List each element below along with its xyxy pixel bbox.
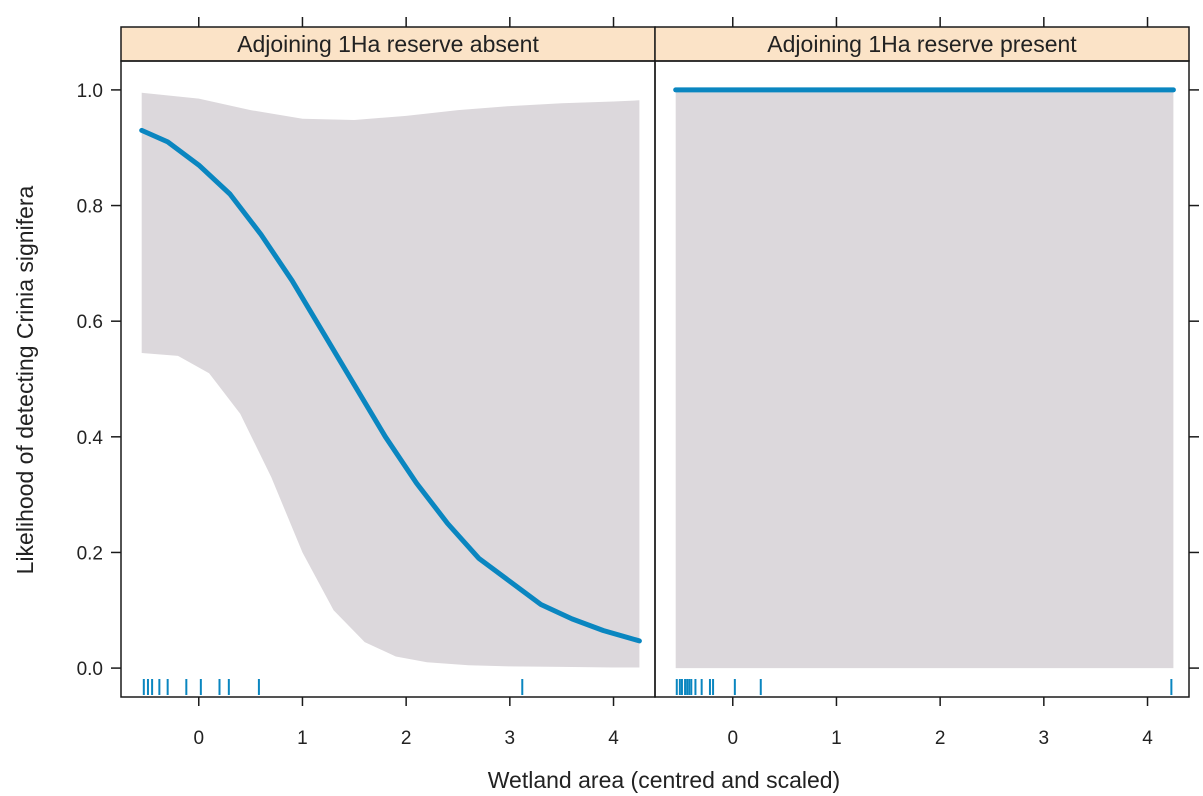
x-tick-label: 4	[1142, 728, 1153, 749]
panel-strip	[120, 26, 656, 62]
panel-title: Adjoining 1Ha reserve absent	[237, 31, 539, 57]
y-tick-label: 0.4	[77, 428, 104, 449]
panel-2: Adjoining 1Ha reserve present 0 1 2 3 4	[654, 17, 1190, 749]
x-tick-label: 4	[608, 728, 619, 749]
panel-frame	[654, 60, 1190, 698]
confidence-band	[675, 89, 1174, 669]
confidence-band	[141, 92, 640, 668]
panel-1: Adjoining 1Ha reserve absent 0 1 2 3 4	[120, 17, 656, 749]
x-tick-label: 1	[297, 728, 308, 749]
x-tick-label: 0	[193, 728, 204, 749]
panel-title: Adjoining 1Ha reserve present	[767, 31, 1077, 57]
y-tick-label: 0.8	[77, 197, 103, 218]
axes-group: 0.0 0.2 0.4 0.6 0.8 1.0	[77, 81, 1199, 680]
x-tick-label: 3	[505, 728, 516, 749]
x-axis-label: Wetland area (centred and scaled)	[488, 767, 840, 793]
y-tick-label: 0.0	[77, 659, 103, 680]
panel-strip	[654, 26, 1190, 62]
x-tick-label: 2	[935, 728, 946, 749]
x-tick-label: 1	[831, 728, 842, 749]
y-tick-label: 1.0	[77, 81, 103, 102]
y-tick-label: 0.2	[77, 543, 103, 564]
x-tick-label: 0	[727, 728, 738, 749]
y-tick-label: 0.6	[77, 312, 103, 333]
y-axis-label: Likelihood of detecting Crinia signifera	[12, 185, 38, 574]
x-tick-label: 2	[401, 728, 412, 749]
x-tick-label: 3	[1039, 728, 1050, 749]
fitted-line	[139, 127, 642, 644]
